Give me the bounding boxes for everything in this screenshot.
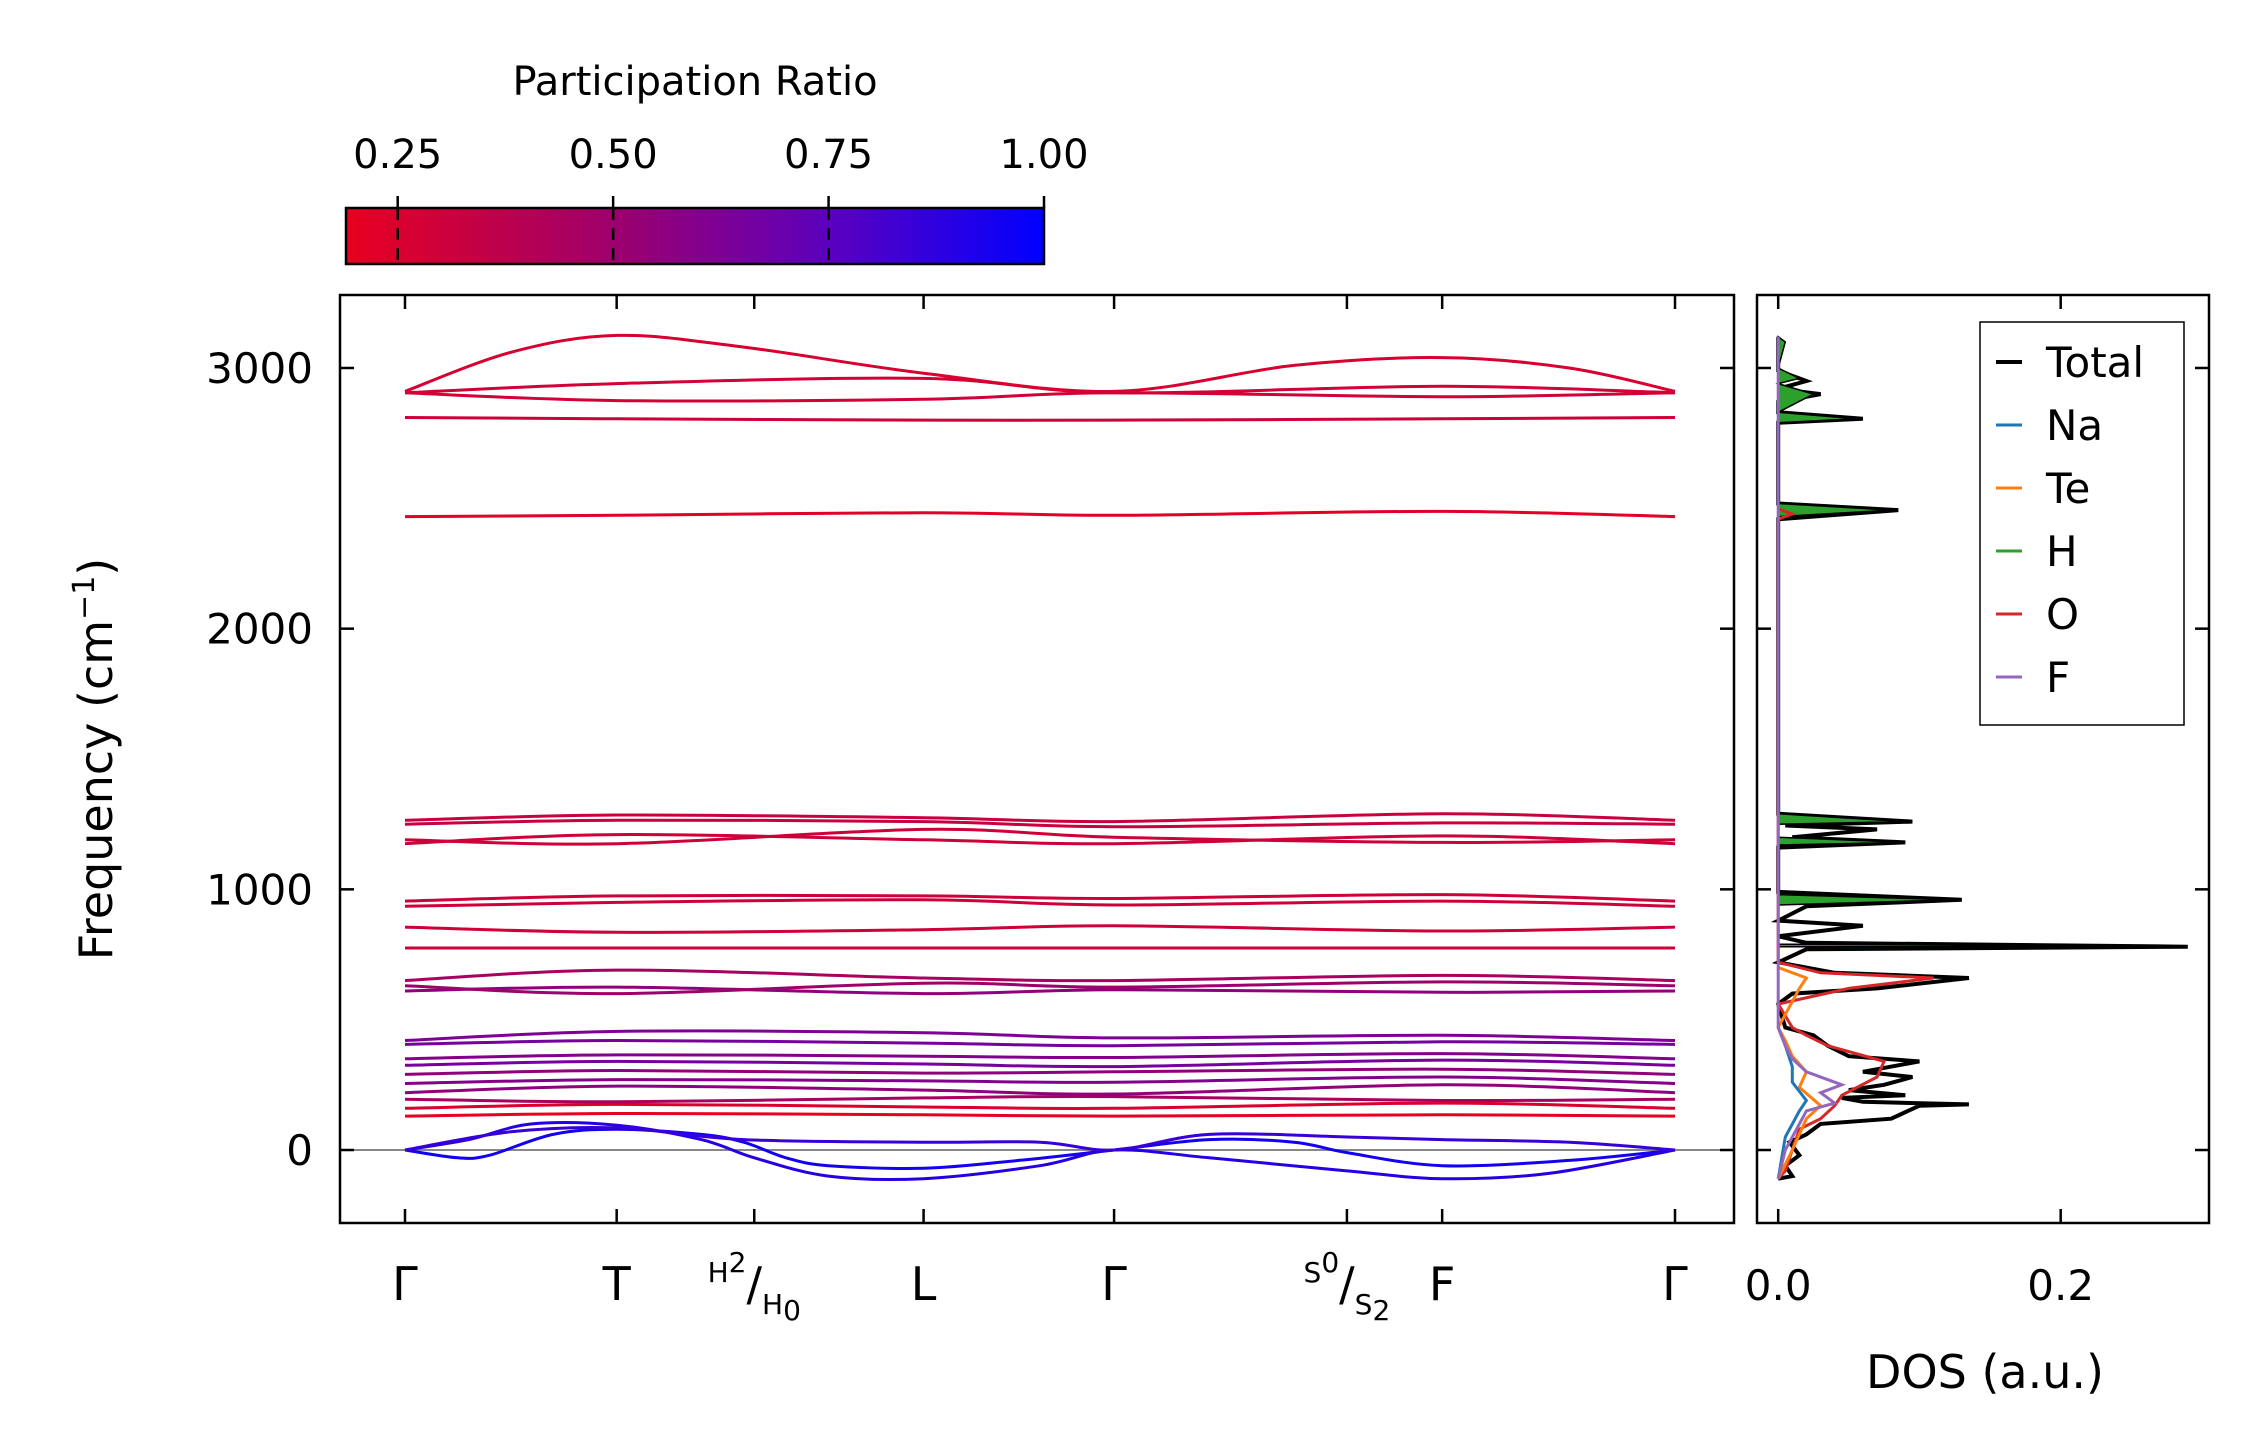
band-lo-10: [404, 1029, 1676, 1042]
k-point-label: T: [602, 1257, 632, 1311]
k-point-label: F: [1429, 1257, 1455, 1311]
band-axes-frame: [338, 293, 1736, 1225]
band-oh-5: [404, 333, 1676, 393]
band-hi-1: [404, 833, 1676, 846]
dos-axes-frame: [1755, 293, 2211, 1225]
k-point-label: H2/H0: [708, 1246, 801, 1327]
band-lo-4: [404, 1083, 1676, 1096]
band-x-ticks: Γ T H2/H0 L Γ S0/S2 F Γ: [392, 295, 1688, 1327]
band-lo-2: [404, 1101, 1676, 1111]
legend-label: O: [2046, 590, 2079, 639]
colorbar: Participation Ratio 0.25 0.50 0.75 1.00: [344, 59, 1089, 266]
dos-x-axis-label: DOS (a.u.): [1866, 1345, 2104, 1399]
band-lo-8: [404, 1052, 1676, 1061]
y-axis-label: Frequency (cm−1): [67, 558, 123, 961]
dos-x-tick-label: 0.2: [2027, 1261, 2094, 1310]
band-mid-3: [404, 968, 1676, 983]
colorbar-tick-label: 0.50: [569, 132, 658, 178]
legend-label: F: [2046, 653, 2070, 702]
band-y-ticks: 0 1000 2000 3000: [206, 344, 1734, 1175]
k-point-label: S0/S2: [1304, 1246, 1391, 1327]
dos-x-tick-label: 0.0: [1745, 1261, 1812, 1310]
band-acoustic-2: [404, 1121, 1676, 1182]
dos-series-F: [1776, 336, 1847, 1180]
band-lo-5: [404, 1075, 1676, 1085]
dos-panel: 0.0 0.2 DOS (a.u.) Total Na Te HOF: [1745, 293, 2211, 1399]
band-hi-2: [404, 827, 1676, 846]
colorbar-tick-label: 0.75: [784, 132, 873, 178]
band-lo-1: [404, 1111, 1676, 1118]
dos-lines: [1770, 335, 2188, 1181]
band-lo-3: [404, 1094, 1676, 1104]
band-mid-1: [404, 985, 1676, 996]
colorbar-tick-label: 0.25: [353, 132, 442, 178]
y-tick-label: 3000: [206, 344, 313, 393]
colorbar-title: Participation Ratio: [512, 59, 877, 105]
band-lines: [340, 333, 1734, 1182]
band-mid-5: [404, 924, 1676, 934]
legend-label: H: [2046, 527, 2078, 576]
y-tick-label: 1000: [206, 865, 313, 914]
dos-ticks: 0.0 0.2: [1745, 295, 2209, 1310]
band-mid-6: [404, 898, 1676, 908]
k-point-label: Γ: [1662, 1257, 1688, 1311]
band-acoustic-1: [404, 1127, 1676, 1170]
legend-box: [1979, 321, 2185, 726]
band-hi-3: [404, 818, 1676, 829]
colorbar-ticks: 0.25 0.50 0.75 1.00: [353, 132, 1089, 264]
dos-legend: Total Na Te HOF: [1979, 321, 2185, 726]
band-lo-6: [404, 1067, 1676, 1076]
colorbar-tick-label: 1.00: [999, 132, 1088, 178]
y-tick-label: 0: [286, 1126, 313, 1175]
band-oh-1: [404, 509, 1676, 519]
k-point-label: Γ: [392, 1257, 418, 1311]
band-oh-3: [404, 391, 1676, 403]
band-mid-2: [404, 980, 1676, 996]
band-oh-4: [404, 376, 1676, 395]
k-point-label: L: [911, 1257, 937, 1311]
band-hi-4: [404, 812, 1676, 824]
k-point-label: Γ: [1101, 1257, 1127, 1311]
legend-label: Total: [2045, 338, 2144, 387]
y-tick-label: 2000: [206, 605, 313, 654]
band-lo-9: [404, 1038, 1676, 1048]
band-mid-7: [404, 893, 1676, 903]
band-acoustic-3: [404, 1125, 1676, 1152]
legend-label: Na: [2046, 401, 2103, 450]
band-lo-7: [404, 1058, 1676, 1069]
legend-label: Te: [2045, 464, 2090, 513]
colorbar-gradient: [344, 206, 1046, 266]
band-structure-panel: 0 1000 2000 3000 Γ T H2/H0 L Γ S0/S2 F Γ Frequency…: [67, 293, 1736, 1327]
band-oh-2: [404, 416, 1676, 422]
